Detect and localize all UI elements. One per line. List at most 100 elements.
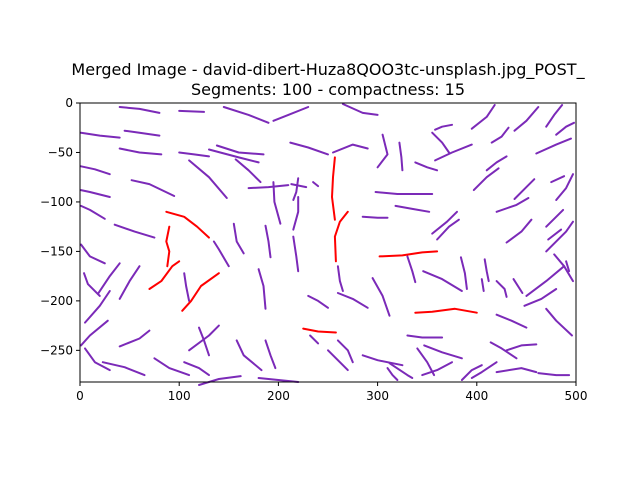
segment-line-95 [459, 256, 468, 290]
segment-line-65 [336, 292, 369, 309]
segment-line-66 [371, 277, 391, 317]
segment-line-84 [406, 334, 444, 339]
segment-line-51 [80, 319, 109, 347]
segment-line-21 [414, 161, 439, 172]
segment-line-53 [183, 272, 191, 302]
segment-line-80 [309, 334, 320, 345]
segment-line-37 [472, 167, 500, 192]
segment-line-60 [272, 181, 282, 225]
segment-line-99 [495, 313, 528, 329]
segment-line-30 [470, 104, 496, 130]
segment-line-22 [376, 133, 389, 169]
segment-line-78 [264, 339, 277, 370]
segment-line-40 [555, 173, 574, 201]
chart-title: Merged Image - david-dibert-Huza8QOO3tc-… [71, 60, 585, 80]
segment-line-48 [83, 272, 101, 297]
x-tick-label: 500 [565, 389, 588, 403]
segment-line-105 [431, 210, 458, 235]
segment-line-89 [489, 341, 518, 360]
segment-line-113 [331, 156, 336, 221]
segment-line-90 [505, 343, 538, 352]
segment-line-50 [84, 290, 111, 324]
segment-line-47 [80, 243, 106, 265]
segment-line-96 [483, 258, 490, 283]
segment-line-1 [118, 106, 161, 114]
segment-line-42 [545, 208, 565, 228]
segment-line-79 [257, 377, 300, 383]
segment-line-25 [394, 204, 431, 213]
segment-line-85 [423, 344, 463, 360]
segment-line-117 [414, 307, 478, 314]
y-tick-label: 0 [65, 96, 73, 110]
y-tick-label: −150 [40, 244, 73, 258]
segment-line-61 [292, 196, 300, 231]
segment-line-56 [232, 222, 245, 255]
x-tick-label: 200 [267, 389, 290, 403]
segment-line-3 [222, 106, 270, 124]
segment-line-52 [118, 265, 141, 300]
segment-layer [80, 103, 575, 386]
segment-line-17 [290, 183, 308, 189]
axes-frame [79, 102, 577, 383]
segment-line-57 [264, 224, 272, 259]
segment-line-10 [208, 148, 260, 164]
x-tick-label: 100 [168, 389, 191, 403]
x-tick-label: 300 [366, 389, 389, 403]
segment-line-15 [234, 158, 262, 184]
segment-line-116 [378, 250, 439, 258]
segment-line-82 [388, 362, 414, 379]
segment-line-44 [547, 228, 563, 241]
segment-line-2 [178, 109, 205, 113]
segment-line-58 [257, 268, 267, 310]
segment-line-112 [181, 272, 220, 312]
segment-line-110 [165, 225, 171, 268]
segment-line-92 [537, 372, 571, 377]
segment-line-74 [153, 357, 191, 377]
segment-line-55 [212, 240, 230, 268]
segment-line-76 [198, 375, 242, 386]
segment-line-101 [523, 288, 558, 307]
segment-line-81 [361, 354, 404, 367]
segment-line-77 [235, 339, 263, 372]
y-tick-label: −200 [40, 294, 73, 308]
segment-line-94 [422, 270, 463, 292]
segment-line-109 [165, 210, 210, 239]
segment-line-91 [495, 367, 538, 374]
x-tick-label: 400 [465, 389, 488, 403]
segment-line-108 [525, 265, 566, 297]
segment-line-24 [374, 191, 434, 195]
segment-line-67 [336, 339, 354, 364]
segment-line-87 [460, 364, 483, 381]
segment-line-13 [130, 179, 176, 197]
segment-line-6 [123, 129, 161, 137]
segment-line-36 [485, 155, 508, 172]
segment-line-73 [101, 361, 146, 377]
segment-line-63 [307, 294, 329, 309]
segment-line-62 [292, 177, 300, 201]
segment-line-27 [434, 123, 453, 131]
y-tick-label: −100 [40, 195, 73, 209]
segment-line-0 [80, 131, 121, 139]
segment-line-72 [84, 347, 111, 372]
segment-line-29 [434, 143, 473, 162]
segment-line-20 [332, 143, 369, 154]
y-tick-label: −250 [40, 343, 73, 357]
segment-line-49 [96, 262, 121, 295]
segment-line-71 [118, 329, 151, 348]
segment-line-18 [312, 181, 320, 188]
segment-line-102 [436, 218, 460, 241]
segment-line-64 [336, 265, 344, 292]
segment-line-19 [289, 141, 329, 156]
segment-line-43 [505, 218, 533, 244]
segment-line-14 [188, 159, 228, 199]
segment-line-12 [80, 189, 111, 198]
segment-line-88 [470, 361, 498, 379]
segment-line-28 [431, 131, 450, 154]
segment-line-103 [480, 278, 485, 292]
segment-line-35 [535, 137, 572, 155]
segment-line-115 [302, 327, 337, 334]
segment-line-104 [545, 220, 574, 253]
y-tick-label: −50 [48, 145, 73, 159]
segment-line-86 [421, 361, 453, 377]
